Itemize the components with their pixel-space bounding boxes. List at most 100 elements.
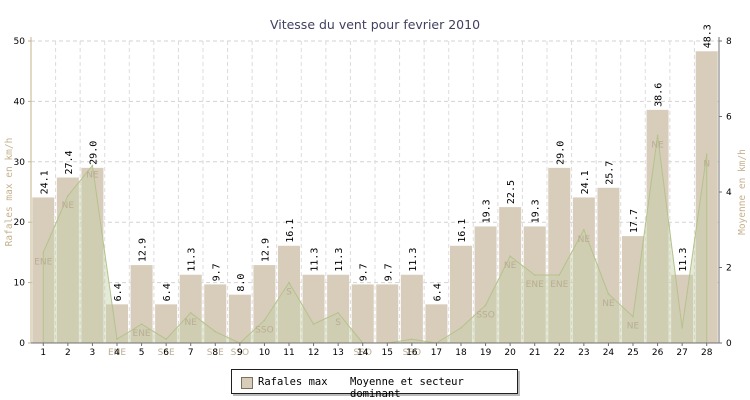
area-point-23 [583, 228, 585, 231]
x-tick-label: 12 [308, 348, 319, 358]
bar-23 [572, 197, 595, 343]
sector-label-2: NE [62, 201, 75, 211]
sector-label-11: S [286, 288, 292, 298]
sector-label-21: ENE [526, 280, 544, 290]
bar-value-label-17: 6.4 [432, 283, 443, 301]
x-tick-label: 18 [455, 348, 467, 358]
bar-8 [204, 284, 227, 343]
x-tick-label: 27 [676, 348, 687, 358]
area-point-19 [484, 304, 487, 307]
sector-label-22: ENE [550, 280, 568, 290]
y-tick-label: 50 [14, 37, 26, 47]
bar-value-label-2: 27.4 [64, 150, 75, 174]
sector-label-4: ENE [108, 348, 126, 358]
bar-19 [474, 226, 497, 343]
y-tick-label: 20 [14, 218, 26, 228]
sector-label-26: NE [651, 140, 664, 150]
legend-swatch-rafales [241, 377, 253, 389]
bar-value-label-3: 29.0 [88, 141, 99, 165]
area-point-25 [632, 315, 634, 318]
y2-tick-labels: 0 2 4 6 8 [726, 37, 732, 349]
area-point-16 [411, 338, 413, 341]
bar-value-label-5: 12.9 [138, 238, 149, 262]
bar-value-label-4: 6.4 [113, 283, 124, 301]
bar-value-label-14: 9.7 [359, 263, 370, 281]
x-tick-label: 15 [382, 348, 393, 358]
y-tick-label: 40 [14, 97, 26, 107]
area-point-12 [312, 323, 315, 325]
x-tick-label: 2 [65, 348, 71, 358]
bar-value-label-27: 11.3 [678, 248, 689, 272]
bar-2 [56, 177, 79, 343]
sector-label-23: NE [578, 235, 591, 245]
sector-label-14: SSO [353, 348, 372, 358]
sector-label-10: SSO [255, 325, 274, 335]
area-point-18 [460, 327, 462, 329]
sector-label-3: NE [86, 171, 99, 181]
sector-label-19: SSO [476, 310, 495, 320]
bar-value-label-12: 11.3 [310, 248, 321, 272]
bar-value-label-7: 11.3 [187, 248, 198, 272]
y-tick-label: 30 [14, 158, 26, 168]
x-tick-label: 20 [504, 348, 516, 358]
x-tick-label: 5 [139, 348, 145, 358]
sector-label-6: SSE [158, 348, 175, 358]
sector-label-7: NE [185, 318, 198, 328]
legend-label-rafales: Rafales max [258, 376, 328, 388]
bar-value-label-24: 25.7 [604, 161, 615, 185]
area-point-8 [214, 330, 217, 333]
sector-label-28: N [703, 159, 710, 169]
bar-value-labels: 24.1 27.4 29.0 6.4 12.9 6.4 11.3 9.7 8.0 12.9 16.1… [39, 24, 713, 301]
bar-value-label-19: 19.3 [482, 199, 493, 223]
bar-value-label-28: 48.3 [703, 24, 714, 48]
bar-17 [425, 304, 448, 343]
area-point-4 [116, 338, 118, 341]
bar-26 [646, 109, 669, 343]
sector-label-24: NE [602, 299, 615, 309]
y2-tick-label: 4 [726, 188, 732, 198]
x-tick-label: 3 [90, 348, 96, 358]
sector-label-20: NE [504, 261, 517, 271]
x-tick-label: 7 [188, 348, 194, 358]
bar-24 [597, 187, 620, 343]
x-tick-label: 4 [114, 348, 120, 358]
area-point-22 [558, 274, 561, 276]
bar-11 [278, 245, 300, 343]
y-tick-label: 0 [19, 339, 25, 349]
area-point-20 [509, 255, 511, 257]
sector-label-5: ENE [133, 329, 151, 339]
y2-tick-label: 2 [726, 264, 732, 274]
bar-value-label-16: 11.3 [408, 248, 419, 272]
bar-value-label-25: 17.7 [629, 209, 640, 233]
sector-label-16: SSO [403, 348, 422, 358]
x-tick-label: 28 [701, 348, 713, 358]
sector-label-25: NE [627, 322, 640, 332]
area-point-3 [91, 164, 94, 167]
x-tick-label: 25 [627, 348, 638, 358]
bar-value-label-15: 9.7 [383, 263, 394, 281]
bar-value-label-22: 29.0 [555, 141, 566, 165]
bar-value-label-9: 8.0 [236, 274, 247, 292]
x-tick-label: 17 [431, 348, 442, 358]
x-tick-label: 26 [652, 348, 664, 358]
bar-15 [376, 284, 399, 343]
bar-21 [523, 226, 546, 343]
bar-value-label-10: 12.9 [260, 238, 271, 262]
area-point-5 [140, 323, 143, 325]
area-point-26 [656, 134, 659, 137]
legend: Rafales max Moyenne et secteur dominant [231, 369, 518, 400]
bar-12 [302, 274, 325, 343]
area-point-13 [337, 312, 339, 314]
axes [28, 37, 722, 346]
bar-10 [253, 265, 276, 343]
bar-value-label-8: 9.7 [211, 263, 222, 281]
bar-value-label-13: 11.3 [334, 248, 345, 272]
bar-20 [499, 207, 522, 343]
bar-7 [179, 274, 202, 343]
y2-tick-label: 8 [726, 37, 732, 47]
chart-title: Vitesse du vent pour fevrier 2010 [270, 17, 480, 32]
area-point-10 [263, 319, 266, 322]
grid-lines [30, 40, 720, 343]
